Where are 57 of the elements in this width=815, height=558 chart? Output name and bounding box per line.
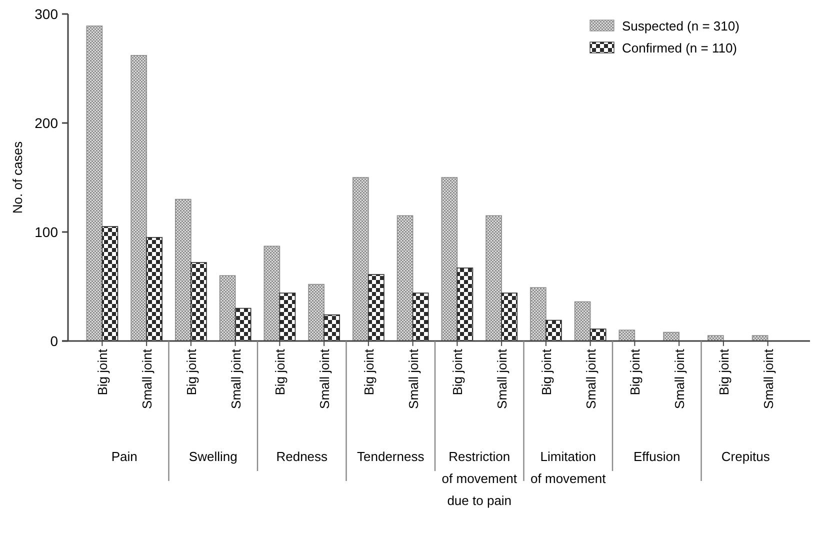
x-tick-label: Small joint xyxy=(494,348,510,409)
x-tick-label: Small joint xyxy=(140,348,155,409)
bar xyxy=(590,328,606,342)
bar xyxy=(412,292,429,342)
y-tick-label: 300 xyxy=(34,6,58,22)
bar xyxy=(396,215,414,342)
x-tick-label: Small joint xyxy=(672,348,688,409)
x-tick-label: Big joint xyxy=(628,348,643,396)
bar xyxy=(368,274,384,342)
legend-label: Confirmed (n = 110) xyxy=(622,40,738,56)
x-tick-label: Small joint xyxy=(228,348,244,409)
y-tick-label: 0 xyxy=(50,332,58,349)
y-tick-label: 200 xyxy=(34,114,58,131)
text: Swelling xyxy=(188,449,238,464)
bar xyxy=(618,330,636,342)
text: Restriction of movement due to pain xyxy=(442,449,518,508)
bar xyxy=(219,275,236,342)
y-axis-title: No. of cases xyxy=(10,140,25,214)
text: Crepitus xyxy=(721,449,770,464)
x-tick-label: Big joint xyxy=(361,348,376,396)
bar xyxy=(663,332,680,342)
x-tick-label: Big joint xyxy=(272,348,288,396)
x-tick-label: Small joint xyxy=(317,348,332,409)
x-tick-label: Big joint xyxy=(450,348,466,396)
bar xyxy=(501,292,518,342)
bar xyxy=(146,237,162,342)
bar xyxy=(130,55,147,342)
x-tick-label: Big joint xyxy=(716,348,732,396)
x-tick-label: Big joint xyxy=(95,348,110,396)
bar xyxy=(308,284,324,342)
bar xyxy=(530,287,546,342)
text: Effusion xyxy=(634,449,680,464)
bar xyxy=(279,292,296,342)
bar xyxy=(264,246,280,342)
text: Pain xyxy=(111,449,138,464)
bar xyxy=(441,177,458,342)
bar xyxy=(190,262,207,342)
text: Tenderness xyxy=(357,449,425,464)
x-tick-label: Small joint xyxy=(406,348,421,409)
bar xyxy=(102,226,118,342)
bar xyxy=(234,308,252,342)
bar xyxy=(574,301,591,342)
x-tick-label: Small joint xyxy=(583,348,598,409)
text: Limitation of movement xyxy=(530,449,606,486)
text: Redness xyxy=(276,449,328,464)
bar xyxy=(352,177,369,342)
bar xyxy=(175,198,192,342)
legend-label: Suspected (n = 310) xyxy=(622,18,740,34)
y-tick-label: 100 xyxy=(34,224,58,240)
bar xyxy=(486,215,502,342)
bar xyxy=(546,320,562,342)
bar xyxy=(456,268,474,342)
x-tick-label: Big joint xyxy=(184,348,199,396)
x-tick-label: Small joint xyxy=(760,348,776,409)
x-tick-label: Big joint xyxy=(538,348,554,396)
bar xyxy=(324,314,340,342)
bar xyxy=(86,26,103,342)
